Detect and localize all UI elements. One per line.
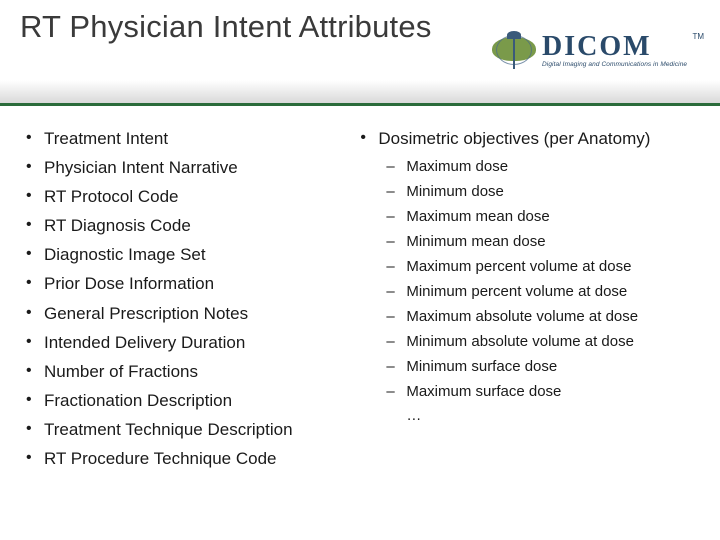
bullet-icon: • bbox=[26, 419, 44, 440]
bullet-text: Diagnostic Image Set bbox=[44, 244, 206, 266]
bullet-icon: • bbox=[26, 273, 44, 294]
sub-list-item: –Minimum dose bbox=[386, 182, 702, 202]
logo-sub-text: Digital Imaging and Communications in Me… bbox=[542, 61, 687, 68]
list-item: •RT Procedure Technique Code bbox=[26, 448, 342, 470]
bullet-text: General Prescription Notes bbox=[44, 303, 248, 325]
sub-list-item: –Maximum dose bbox=[386, 157, 702, 177]
sub-list-item: –Minimum mean dose bbox=[386, 232, 702, 252]
dash-icon: – bbox=[386, 257, 406, 277]
list-item: •Fractionation Description bbox=[26, 390, 342, 412]
bullet-text: Physician Intent Narrative bbox=[44, 157, 238, 179]
sub-text: Minimum absolute volume at dose bbox=[406, 332, 634, 352]
sub-text: Maximum surface dose bbox=[406, 382, 561, 402]
bullet-icon: • bbox=[26, 390, 44, 411]
list-item: •Treatment Technique Description bbox=[26, 419, 342, 441]
logo-trademark: TM bbox=[692, 32, 704, 41]
bullet-text: RT Diagnosis Code bbox=[44, 215, 191, 237]
bullet-text: RT Procedure Technique Code bbox=[44, 448, 277, 470]
slide-header: RT Physician Intent Attributes DICOM Dig… bbox=[0, 0, 720, 106]
bullet-text: Prior Dose Information bbox=[44, 273, 214, 295]
bullet-icon: • bbox=[26, 448, 44, 469]
sub-list-item: –Maximum mean dose bbox=[386, 207, 702, 227]
sub-list-item: –Minimum percent volume at dose bbox=[386, 282, 702, 302]
dash-icon: – bbox=[386, 357, 406, 377]
sub-list-item: –Maximum surface dose bbox=[386, 382, 702, 402]
bullet-text: Number of Fractions bbox=[44, 361, 198, 383]
logo-main-text: DICOM bbox=[542, 33, 687, 61]
list-item: •General Prescription Notes bbox=[26, 303, 342, 325]
dash-icon: – bbox=[386, 332, 406, 352]
sub-text: Minimum dose bbox=[406, 182, 504, 202]
list-item: •Number of Fractions bbox=[26, 361, 342, 383]
sub-text: Maximum mean dose bbox=[406, 207, 549, 227]
globe-icon bbox=[492, 31, 536, 69]
sub-list-item: –Minimum surface dose bbox=[386, 357, 702, 377]
sub-list-item: –Maximum absolute volume at dose bbox=[386, 307, 702, 327]
bullet-icon: • bbox=[360, 128, 378, 149]
sub-text: Maximum dose bbox=[406, 157, 508, 177]
bullet-icon: • bbox=[26, 157, 44, 178]
dash-icon: – bbox=[386, 282, 406, 302]
bullet-text: Fractionation Description bbox=[44, 390, 232, 412]
right-heading-text: Dosimetric objectives (per Anatomy) bbox=[378, 128, 650, 150]
list-item: •Treatment Intent bbox=[26, 128, 342, 150]
bullet-icon: • bbox=[26, 303, 44, 324]
sub-list-item: –Maximum percent volume at dose bbox=[386, 257, 702, 277]
list-item: •Intended Delivery Duration bbox=[26, 332, 342, 354]
right-column: • Dosimetric objectives (per Anatomy) –M… bbox=[360, 128, 702, 477]
list-item: •RT Diagnosis Code bbox=[26, 215, 342, 237]
bullet-icon: • bbox=[26, 186, 44, 207]
dash-icon: – bbox=[386, 382, 406, 402]
dicom-logo: DICOM Digital Imaging and Communications… bbox=[492, 20, 702, 80]
dash-icon: – bbox=[386, 307, 406, 327]
bullet-text: Treatment Technique Description bbox=[44, 419, 293, 441]
slide-content: •Treatment Intent•Physician Intent Narra… bbox=[0, 106, 720, 477]
bullet-text: RT Protocol Code bbox=[44, 186, 179, 208]
sub-text: Maximum percent volume at dose bbox=[406, 257, 631, 277]
bullet-text: Intended Delivery Duration bbox=[44, 332, 245, 354]
list-item: •RT Protocol Code bbox=[26, 186, 342, 208]
bullet-icon: • bbox=[26, 244, 44, 265]
left-column: •Treatment Intent•Physician Intent Narra… bbox=[26, 128, 342, 477]
bullet-text: Treatment Intent bbox=[44, 128, 168, 150]
sub-list: –Maximum dose–Minimum dose–Maximum mean … bbox=[386, 157, 702, 424]
dash-icon: – bbox=[386, 157, 406, 177]
dash-icon: – bbox=[386, 207, 406, 227]
sub-text: Minimum percent volume at dose bbox=[406, 282, 627, 302]
sub-list-ellipsis: … bbox=[386, 407, 702, 424]
sub-text: Maximum absolute volume at dose bbox=[406, 307, 638, 327]
sub-text: Minimum mean dose bbox=[406, 232, 545, 252]
bullet-icon: • bbox=[26, 361, 44, 382]
bullet-icon: • bbox=[26, 332, 44, 353]
list-item: •Physician Intent Narrative bbox=[26, 157, 342, 179]
list-item: •Prior Dose Information bbox=[26, 273, 342, 295]
sub-list-item: –Minimum absolute volume at dose bbox=[386, 332, 702, 352]
list-item: • Dosimetric objectives (per Anatomy) bbox=[360, 128, 702, 150]
ellipsis-text: … bbox=[406, 407, 421, 424]
list-item: •Diagnostic Image Set bbox=[26, 244, 342, 266]
bullet-icon: • bbox=[26, 128, 44, 149]
sub-text: Minimum surface dose bbox=[406, 357, 557, 377]
bullet-icon: • bbox=[26, 215, 44, 236]
dash-icon: – bbox=[386, 232, 406, 252]
dash-icon: – bbox=[386, 182, 406, 202]
logo-text: DICOM Digital Imaging and Communications… bbox=[542, 33, 687, 68]
